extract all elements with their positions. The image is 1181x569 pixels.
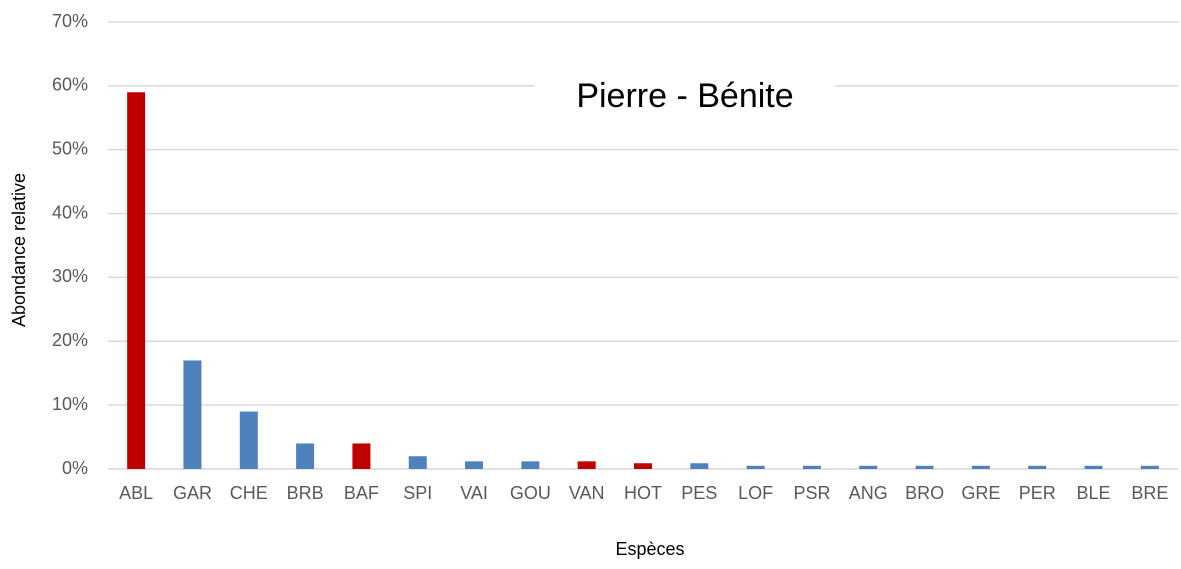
y-tick-label: 10% [52, 394, 88, 414]
x-tick-label: GAR [173, 483, 212, 503]
x-tick-label: CHE [230, 483, 268, 503]
x-tick-label: BRO [905, 483, 944, 503]
y-axis-label: Abondance relative [9, 173, 29, 327]
bar [802, 465, 821, 469]
bar [1084, 465, 1103, 469]
bar [127, 92, 146, 469]
bar [634, 463, 652, 469]
bar [465, 461, 484, 469]
chart-title: Pierre - Bénite [576, 77, 793, 115]
bar [352, 443, 371, 469]
x-tick-label: LOF [738, 483, 773, 503]
bar [915, 465, 934, 469]
x-tick-label: BRB [287, 483, 324, 503]
bar [690, 463, 709, 469]
x-tick-label: BRE [1131, 483, 1168, 503]
bar [1028, 465, 1047, 469]
x-axis-label: Espèces [615, 539, 684, 559]
bar [859, 465, 878, 469]
y-tick-label: 60% [52, 75, 88, 95]
x-tick-label: VAN [569, 483, 605, 503]
x-tick-label: ABL [119, 483, 153, 503]
x-tick-label: ANG [849, 483, 888, 503]
bar [577, 461, 596, 469]
y-tick-label: 40% [52, 202, 88, 222]
bar [408, 456, 427, 469]
title-background [535, 72, 835, 124]
x-tick-label: PSR [793, 483, 830, 503]
x-tick-label: VAI [460, 483, 488, 503]
y-tick-label: 50% [52, 138, 88, 158]
bar [746, 465, 765, 469]
x-tick-label: PES [681, 483, 717, 503]
x-tick-label: PER [1019, 483, 1056, 503]
bar [1140, 465, 1159, 469]
bar [971, 465, 990, 469]
x-tick-label: SPI [403, 483, 432, 503]
x-tick-label: GRE [961, 483, 1000, 503]
x-tick-label: HOT [624, 483, 662, 503]
x-tick-label: GOU [510, 483, 551, 503]
y-tick-label: 20% [52, 330, 88, 350]
bar [521, 461, 540, 469]
y-tick-label: 70% [52, 11, 88, 31]
bar [183, 360, 202, 469]
y-tick-label: 30% [52, 266, 88, 286]
bar [296, 443, 315, 469]
x-tick-label: BLE [1077, 483, 1111, 503]
bar [239, 411, 258, 469]
x-tick-label: BAF [344, 483, 379, 503]
y-tick-label: 0% [62, 458, 88, 478]
